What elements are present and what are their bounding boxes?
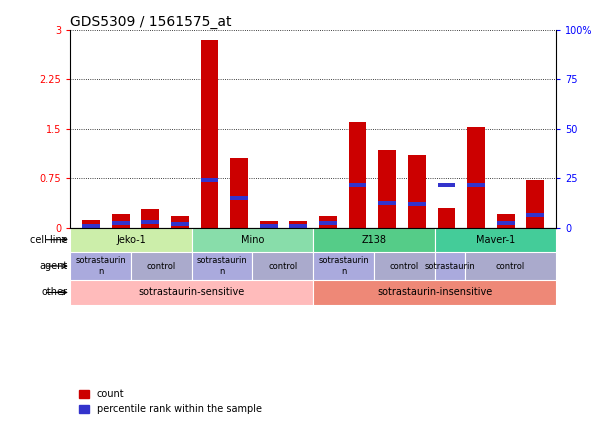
Text: control: control [147,261,176,271]
Bar [252,252,313,280]
Bar [112,214,130,228]
Bar [313,252,374,280]
Bar [171,222,189,226]
Bar [349,122,367,228]
Bar [408,203,426,206]
Text: sotrastaurin
n: sotrastaurin n [197,256,247,276]
Bar [434,228,556,252]
Bar [141,220,159,224]
Legend: count, percentile rank within the sample: count, percentile rank within the sample [75,385,265,418]
Text: agent: agent [40,261,68,271]
Bar [378,201,396,205]
Bar [70,252,131,280]
Bar [290,221,307,228]
Bar [82,224,100,228]
Bar [141,209,159,228]
Bar [260,221,277,228]
Bar [497,221,514,225]
Bar [260,224,277,228]
Bar [467,127,485,228]
Text: sotrastaurin
n: sotrastaurin n [75,256,126,276]
Bar [497,214,514,228]
Bar [437,183,455,187]
Bar [313,228,434,252]
Text: sotrastaurin
n: sotrastaurin n [318,256,369,276]
Text: GDS5309 / 1561575_at: GDS5309 / 1561575_at [70,14,232,29]
Bar [408,155,426,228]
Bar [437,208,455,228]
Text: Maver-1: Maver-1 [476,235,515,244]
Bar [527,180,544,228]
Bar [192,228,313,252]
Text: Z138: Z138 [361,235,386,244]
Text: sotrastaurin-sensitive: sotrastaurin-sensitive [139,288,245,297]
Text: Jeko-1: Jeko-1 [116,235,146,244]
Bar [527,213,544,217]
Bar [313,280,556,305]
Text: sotrastaurin-insensitive: sotrastaurin-insensitive [377,288,492,297]
Text: control: control [268,261,298,271]
Text: cell line: cell line [30,235,68,244]
Text: control: control [496,261,525,271]
Bar [319,221,337,225]
Bar [434,252,465,280]
Bar [290,224,307,228]
Bar [192,252,252,280]
Bar [467,183,485,187]
Bar [200,178,218,182]
Bar [378,150,396,228]
Bar [230,196,248,200]
Bar [70,228,192,252]
Bar [171,216,189,228]
Text: Mino: Mino [241,235,264,244]
Text: other: other [42,288,68,297]
Text: sotrastaurin: sotrastaurin [425,261,475,271]
Bar [230,158,248,228]
Bar [349,183,367,187]
Bar [112,221,130,225]
Bar [82,220,100,228]
Bar [374,252,434,280]
Bar [465,252,556,280]
Bar [131,252,192,280]
Bar [319,216,337,228]
Bar [70,280,313,305]
Bar [200,39,218,228]
Text: control: control [390,261,419,271]
